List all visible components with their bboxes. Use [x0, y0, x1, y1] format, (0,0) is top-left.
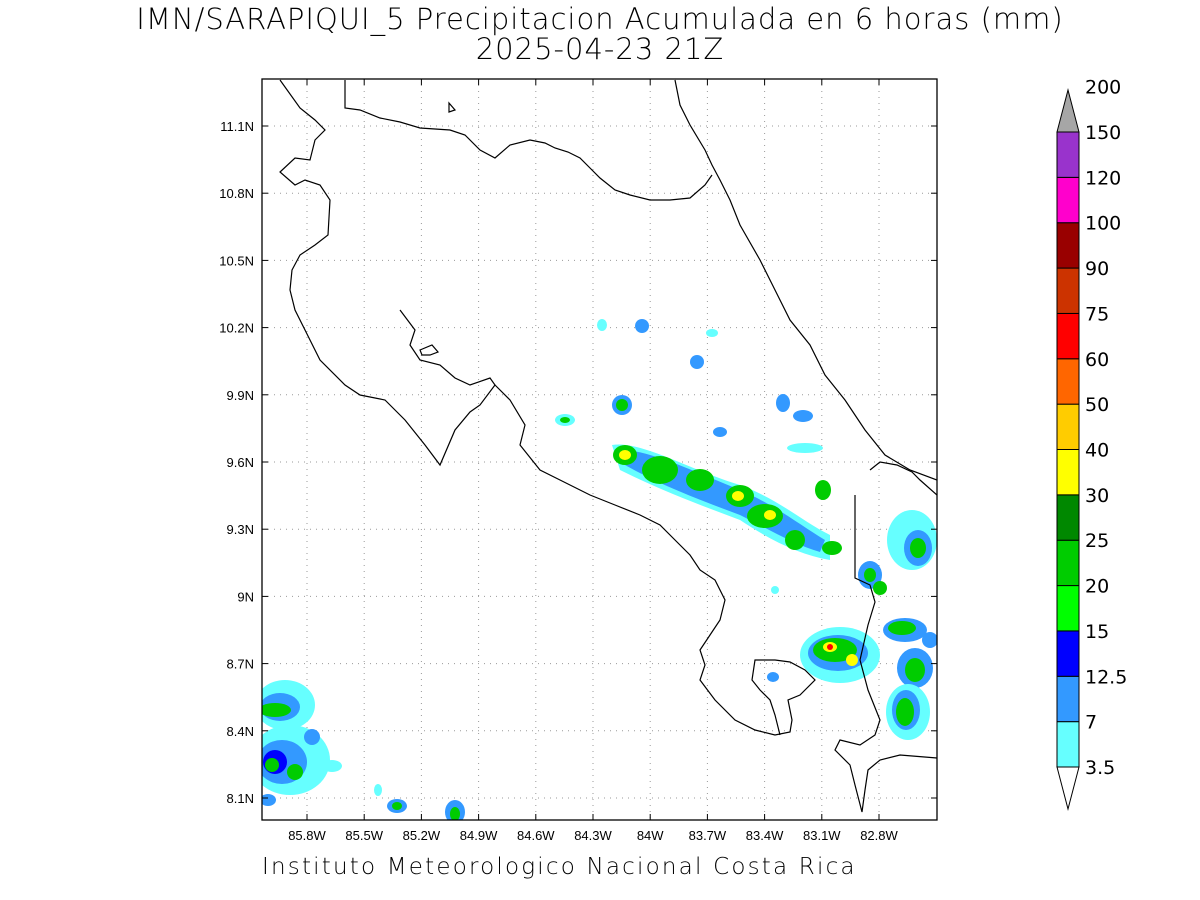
colorbar-swatch — [1056, 267, 1080, 314]
lat-tick-label: 8.7N — [227, 657, 254, 672]
lon-tick-label: 83.7W — [689, 828, 727, 843]
colorbar-swatch — [1056, 222, 1080, 269]
colorbar-swatch — [1056, 312, 1080, 360]
colorbar-label: 120 — [1085, 167, 1121, 189]
map-title: IMN/SARAPIQUI_5 Precipitacion Acumulada … — [136, 2, 1064, 36]
lon-tick-label: 84.9W — [460, 828, 498, 843]
lat-tick-label: 10.8N — [219, 186, 254, 201]
map-axes: 85.8W 85.5W 85.2W 84.9W 84.6W 84.3W 84W 83.7W 83… — [219, 79, 937, 843]
colorbar-label: 20 — [1085, 576, 1109, 598]
colorbar-swatch — [1056, 539, 1080, 587]
colorbar-swatch — [1056, 131, 1080, 178]
footer-credit: Instituto Meteorologico Nacional Costa R… — [262, 854, 857, 880]
pacific-coast — [494, 384, 816, 736]
colorbar-label: 50 — [1085, 394, 1109, 416]
colorbar-swatch — [1056, 494, 1080, 541]
lon-tick-label: 83.1W — [803, 828, 841, 843]
grid-lines — [262, 79, 937, 820]
precip-southwest — [262, 680, 465, 820]
colorbar-label: 40 — [1085, 440, 1109, 462]
lon-tick-label: 84W — [637, 828, 664, 843]
nicaragua-lake-coast — [279, 79, 496, 467]
north-border — [344, 80, 713, 201]
colorbar-swatch — [1056, 585, 1080, 632]
colorbar: 3.5 7 12.5 15 20 25 30 40 50 60 75 90 100 120 150 200 — [1056, 77, 1127, 811]
colorbar-label: 200 — [1085, 77, 1121, 99]
colorbar-lower-arrow — [1056, 766, 1080, 811]
colorbar-label: 3.5 — [1085, 757, 1115, 779]
panama-coast — [869, 461, 937, 496]
lat-tick-label: 10.5N — [219, 253, 254, 268]
lon-tick-label: 85.8W — [288, 828, 326, 843]
island-north — [448, 101, 457, 113]
peninsula-island — [419, 344, 440, 356]
lat-tick-label: 8.1N — [227, 791, 254, 806]
lat-tick-label: 9.6N — [227, 455, 254, 470]
lon-tick-label: 85.2W — [403, 828, 441, 843]
precip-southeast — [767, 510, 937, 740]
colorbar-swatch — [1056, 449, 1080, 496]
colorbar-swatch — [1056, 630, 1080, 677]
colorbar-label: 60 — [1085, 349, 1109, 371]
lon-tick-label: 85.5W — [345, 828, 383, 843]
lat-tick-label: 9.9N — [227, 388, 254, 403]
lat-tick-label: 9.3N — [227, 522, 254, 537]
colorbar-label: 7 — [1085, 712, 1097, 734]
colorbar-upper-arrow — [1056, 88, 1080, 133]
panama-border — [834, 495, 937, 813]
colorbar-swatch — [1056, 358, 1080, 405]
lat-tick-label: 10.2N — [219, 321, 254, 336]
colorbar-label: 25 — [1085, 530, 1109, 552]
colorbar-label: 15 — [1085, 621, 1109, 643]
lat-tick-label: 8.4N — [227, 724, 254, 739]
lon-tick-label: 84.3W — [574, 828, 612, 843]
colorbar-label: 12.5 — [1085, 666, 1127, 688]
lon-tick-label: 84.6W — [517, 828, 555, 843]
colorbar-label: 150 — [1085, 122, 1121, 144]
colorbar-swatch — [1056, 675, 1080, 723]
precipitation-field — [262, 319, 937, 820]
precip-main-band — [555, 319, 842, 594]
colorbar-label: 100 — [1085, 213, 1121, 235]
map-frame — [261, 78, 938, 821]
caribbean-coast — [674, 79, 937, 481]
colorbar-swatch — [1056, 403, 1080, 450]
colorbar-label: 75 — [1085, 303, 1109, 325]
lat-tick-label: 9N — [237, 589, 254, 604]
coastlines — [279, 79, 937, 813]
lon-tick-label: 83.4W — [746, 828, 784, 843]
lat-tick-label: 11.1N — [220, 119, 254, 134]
lon-tick-label: 82.8W — [860, 828, 898, 843]
colorbar-label: 90 — [1085, 258, 1109, 280]
map-subtitle-date: 2025-04-23 21Z — [475, 32, 725, 66]
colorbar-swatch — [1056, 721, 1080, 768]
colorbar-label: 30 — [1085, 485, 1109, 507]
colorbar-swatch — [1056, 176, 1080, 224]
